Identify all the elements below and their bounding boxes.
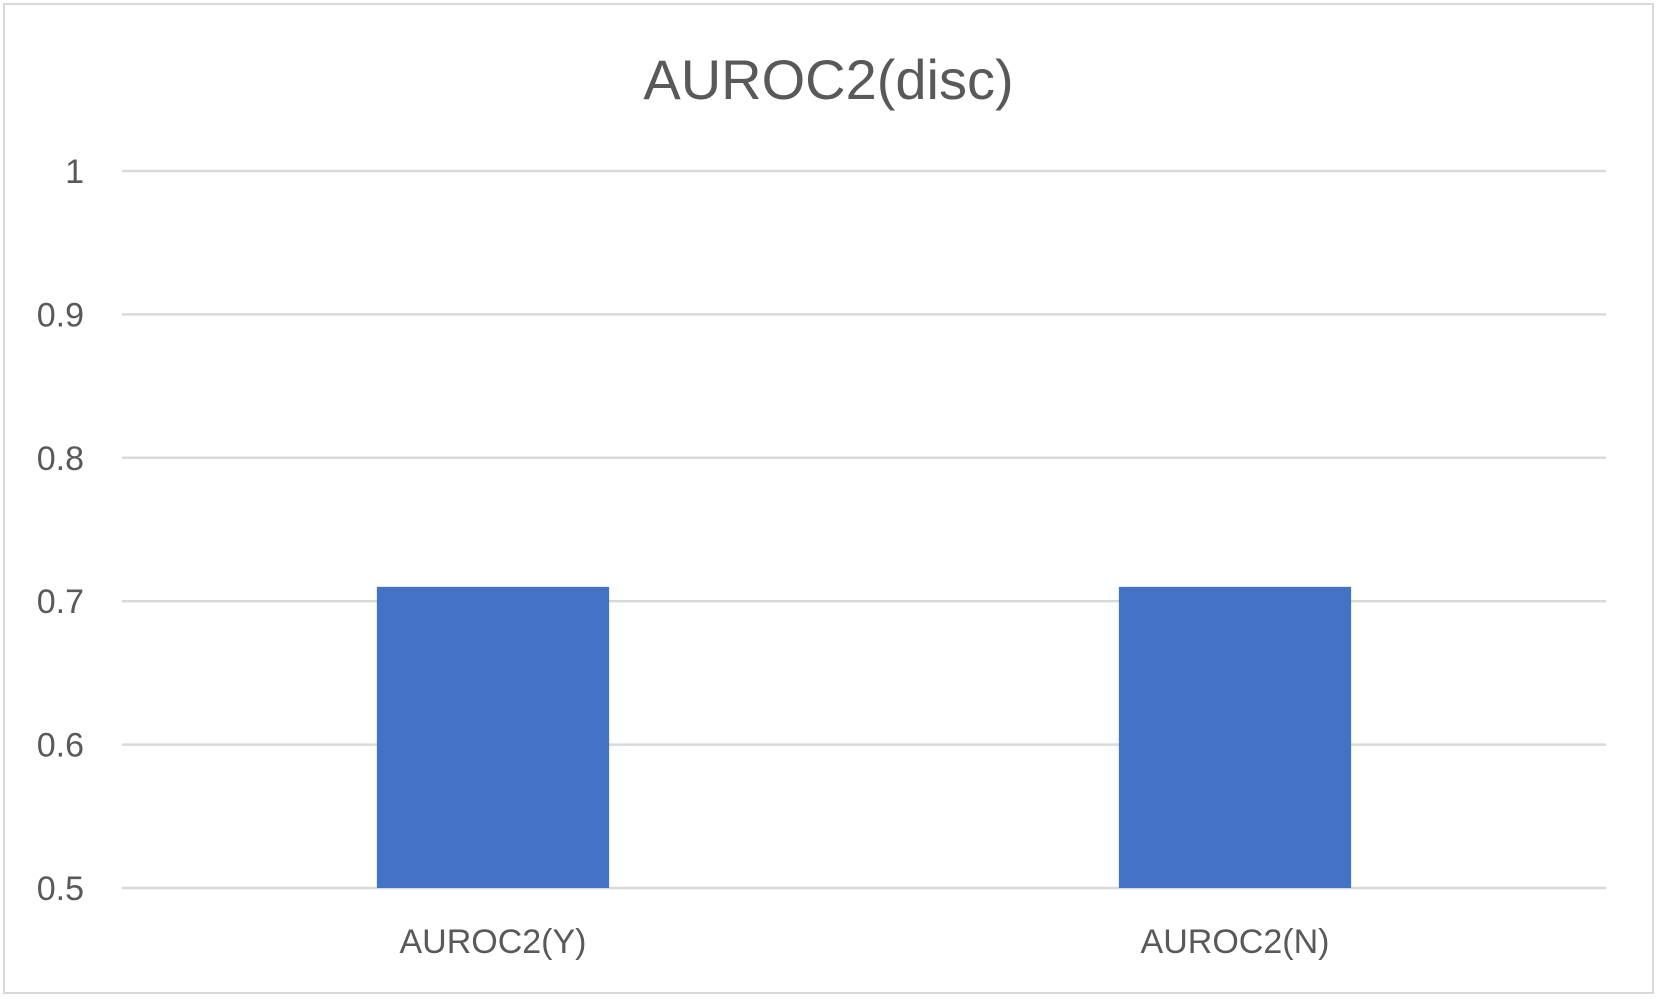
y-tick-label: 0.7 bbox=[37, 583, 84, 621]
y-tick-label: 0.8 bbox=[37, 440, 84, 478]
x-category-label: AUROC2(N) bbox=[1141, 923, 1330, 961]
y-tick-label: 0.9 bbox=[37, 296, 84, 334]
gridlines bbox=[122, 169, 1606, 890]
y-axis-ticks: 0.5 0.6 0.7 0.8 0.9 1 bbox=[37, 153, 84, 908]
bar-1 bbox=[1118, 586, 1352, 888]
bars bbox=[376, 586, 1352, 888]
y-tick-label: 0.5 bbox=[37, 870, 84, 908]
x-category-label: AUROC2(Y) bbox=[399, 923, 586, 961]
bar-0 bbox=[376, 586, 610, 888]
y-tick-label: 1 bbox=[65, 153, 84, 191]
chart-title: AUROC2(disc) bbox=[643, 48, 1014, 111]
x-axis-categories: AUROC2(Y) AUROC2(N) bbox=[399, 923, 1329, 961]
chart-frame: AUROC2(disc) bbox=[3, 3, 1654, 994]
y-tick-label: 0.6 bbox=[37, 727, 84, 765]
